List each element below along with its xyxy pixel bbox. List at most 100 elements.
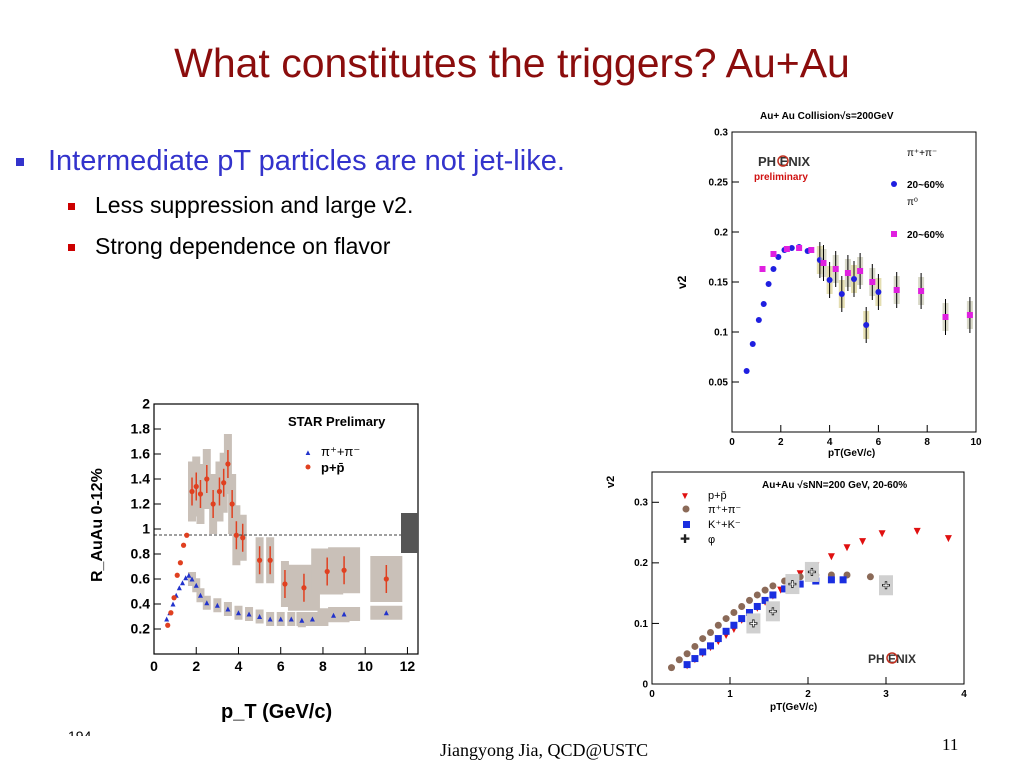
pion-point: [769, 582, 777, 590]
pion-point: [383, 610, 389, 616]
x-tick-label: 10: [970, 437, 982, 448]
pion-point: [180, 580, 186, 586]
proton-point: [180, 542, 187, 548]
y-tick-label: 0: [642, 679, 648, 690]
chart3-legend-label-3: K⁺+K⁻: [708, 519, 741, 531]
pi0-point: [832, 266, 839, 272]
pion-point: [183, 575, 189, 581]
proton-point: [210, 501, 216, 507]
pion-point: [309, 616, 315, 622]
chart1-legend-label-1: 20~60%: [907, 180, 944, 191]
y-tick-label: 0.8: [131, 546, 151, 562]
bullet-square-icon: [68, 244, 75, 252]
pion-point: [214, 602, 220, 608]
pion-point: [746, 596, 753, 604]
pion-point: [186, 572, 192, 578]
y-tick-label: 1: [142, 521, 150, 537]
chart3-logo: PH ENIX: [868, 652, 916, 666]
pion-point: [331, 612, 337, 618]
sub-bullet-2: Strong dependence on flavor: [68, 233, 390, 260]
chart3-title: Au+Au √sNN=200 GeV, 20-60%: [762, 480, 907, 491]
pion-point: [675, 656, 683, 664]
pi0-point: [857, 268, 864, 274]
proton-point: [189, 488, 195, 495]
pi0-point: [796, 245, 803, 251]
sub-bullet-2-text: Strong dependence on flavor: [95, 233, 391, 259]
proton-point: [827, 553, 835, 561]
proton-point: [216, 488, 223, 495]
kaon-point: [761, 596, 769, 604]
proton-point: [184, 532, 190, 538]
proton-point: [197, 491, 204, 497]
pi0-point: [844, 270, 851, 276]
slide-title: What constitutes the triggers? Au+Au: [174, 40, 850, 86]
y-tick-label: 2: [142, 396, 150, 412]
pi0-point: [966, 312, 973, 318]
pi0-point: [808, 247, 815, 253]
proton-point: [229, 501, 235, 507]
chart1-logo: PH ENIX: [758, 154, 810, 169]
proton-point: [383, 576, 389, 582]
pion-point: [838, 291, 845, 297]
chart2-legend-label-1: π⁺+π⁻: [321, 444, 360, 459]
proton-point: [193, 483, 199, 490]
chart1-annotation: preliminary: [754, 172, 808, 183]
proton-point: [233, 532, 239, 538]
kaon-point: [753, 602, 761, 610]
proton-point: [174, 572, 180, 578]
x-tick-label: 4: [827, 437, 833, 448]
proton-point: [165, 622, 171, 628]
kaon-point: [769, 591, 777, 599]
chart3-legend-marker-4: ✚: [680, 532, 690, 546]
chart3-xlabel: pT(GeV/c): [770, 702, 817, 713]
y-tick-label: 0.2: [634, 558, 648, 569]
y-tick-label: 0.1: [634, 619, 648, 630]
proton-point: [171, 595, 177, 601]
x-tick-label: 12: [400, 658, 416, 674]
chart3-legend-marker-3: [683, 521, 690, 528]
y-tick-label: 0.6: [131, 571, 151, 587]
kaon-point: [738, 615, 746, 623]
pion-point: [683, 650, 691, 658]
pion-point: [743, 368, 750, 374]
kaon-point: [722, 627, 730, 635]
proton-point: [913, 527, 921, 535]
bullet-square-icon: [16, 158, 24, 167]
x-tick-label: 8: [924, 437, 930, 448]
chart3-legend-marker-1: ▼: [680, 491, 690, 502]
kaon-point: [827, 576, 835, 584]
kaon-point: [746, 609, 753, 617]
chart3-legend-label-2: π⁺+π⁻: [708, 504, 741, 516]
y-tick-label: 1.2: [131, 496, 151, 512]
chart3-legend: ▼ p+p̄ π⁺+π⁻ K⁺+K⁻ ✚ φ: [680, 490, 741, 546]
proton-point: [843, 544, 851, 552]
pion-point: [699, 635, 707, 643]
pion-point: [288, 616, 294, 622]
pion-point: [267, 616, 273, 622]
pion-point: [770, 266, 777, 272]
pion-point: [765, 281, 772, 287]
y-tick-label: 0.3: [714, 127, 728, 138]
pion-point: [788, 245, 795, 251]
pion-point: [730, 609, 738, 617]
kaon-point: [730, 621, 738, 629]
pion-point: [738, 602, 746, 610]
phi-point: [804, 561, 819, 582]
pi0-point: [942, 314, 949, 320]
pion-point: [863, 322, 870, 328]
x-tick-label: 0: [150, 658, 158, 674]
x-tick-label: 6: [876, 437, 882, 448]
pion-point: [246, 611, 252, 617]
chart2-legend-label-2: p+p̄: [321, 460, 345, 475]
chart3-legend-label-1: p+p̄: [708, 490, 727, 502]
kaon-point: [707, 642, 714, 650]
star-raa-chart: 0 2 4 6 8 10 12 0.2 0.4 0.6 0.8 1 1.2 1.4 1.6 1.8 2 STAR…: [76, 392, 426, 728]
kaon-point: [796, 580, 804, 588]
bullet-main-text: Intermediate pT particles are not jet-li…: [48, 145, 565, 177]
chart1-legend-marker-2: [891, 231, 897, 237]
chart3-legend-label-4: φ: [708, 534, 715, 546]
pion-point: [691, 642, 699, 650]
pion-point: [225, 606, 231, 612]
slide-stub-number: 194: [68, 728, 92, 736]
pion-point: [714, 621, 722, 629]
